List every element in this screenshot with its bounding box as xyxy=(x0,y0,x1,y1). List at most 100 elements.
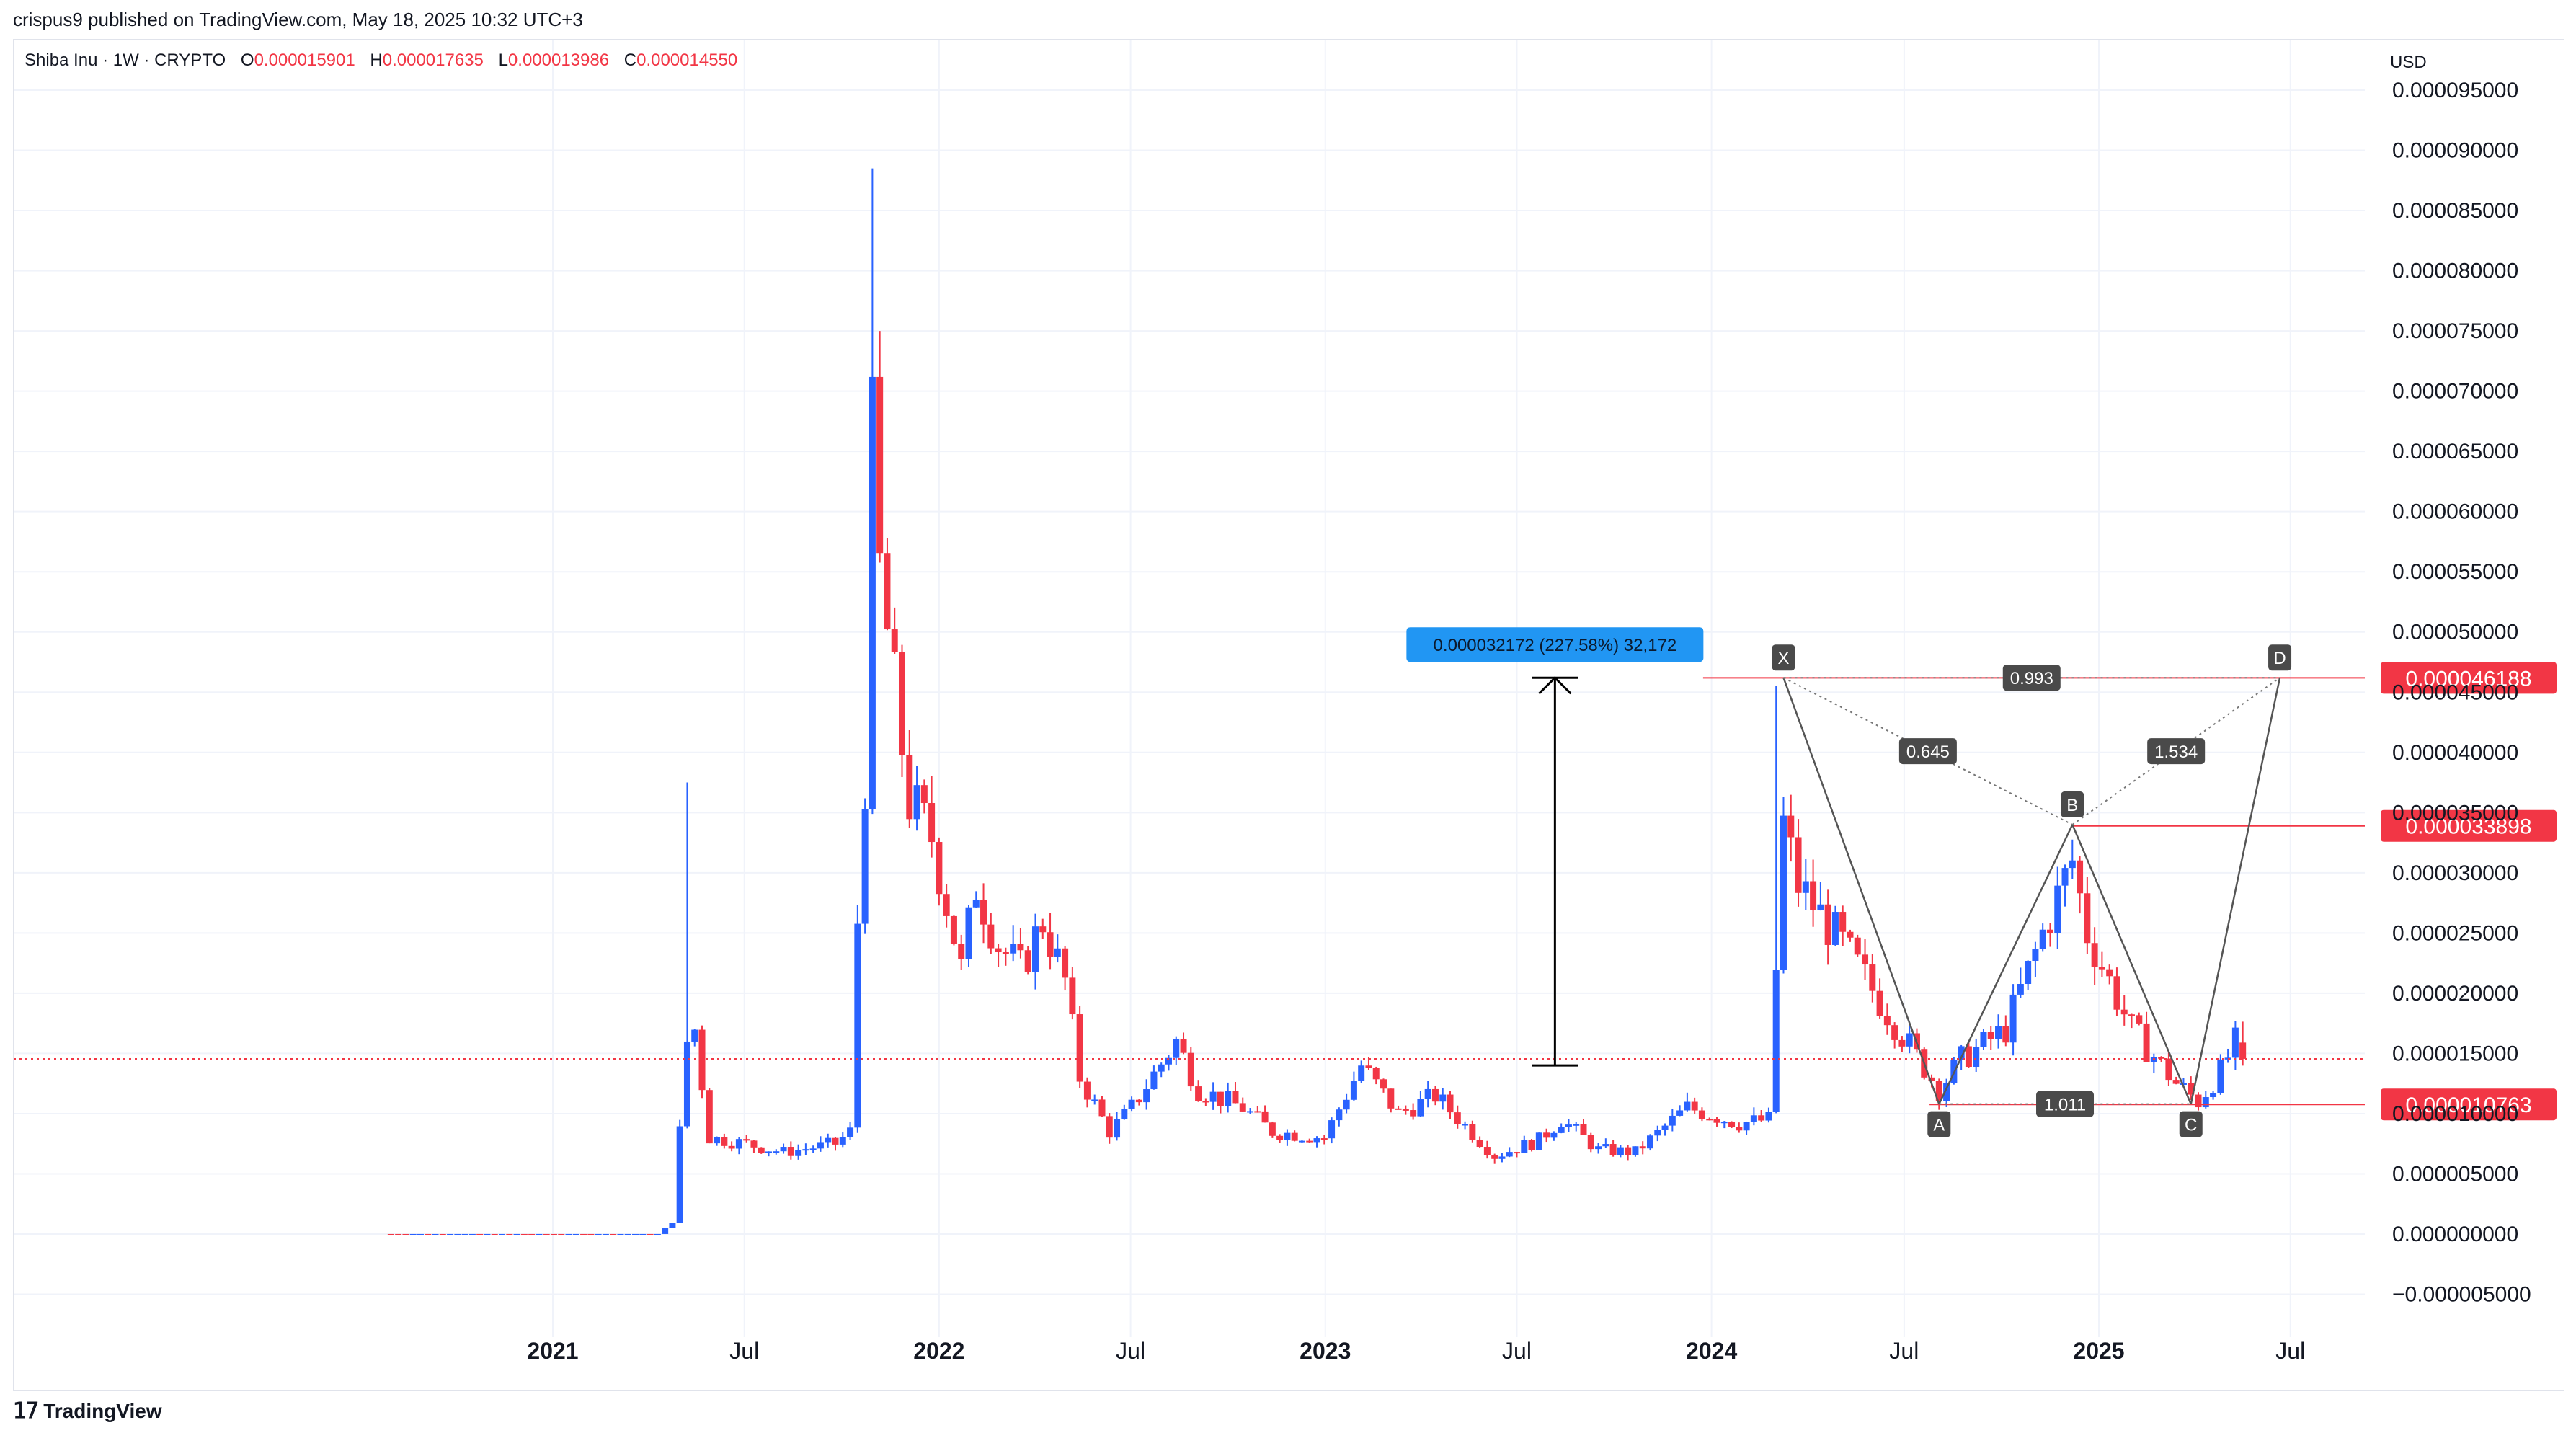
candle-body xyxy=(1180,1039,1187,1053)
x-tick-label: Jul xyxy=(1116,1338,1145,1364)
x-tick-label: 2022 xyxy=(913,1338,964,1364)
candle-body xyxy=(2143,1023,2150,1062)
candle-body xyxy=(580,1233,587,1235)
candle-body xyxy=(513,1233,520,1235)
candle-body xyxy=(1765,1112,1772,1121)
x-tick-label: Jul xyxy=(2275,1338,2305,1364)
candle-body xyxy=(1654,1130,1661,1136)
candle-body xyxy=(1550,1132,1558,1138)
low-label: L xyxy=(498,50,508,70)
candle-body xyxy=(987,924,995,949)
harmonic-ratio-label: 0.645 xyxy=(1906,742,1950,762)
candle-body xyxy=(1135,1099,1142,1103)
candle-body xyxy=(1165,1057,1172,1065)
y-tick-label: 0.000020000 xyxy=(2392,982,2518,1006)
candle-body xyxy=(1676,1110,1684,1116)
candle-body xyxy=(1728,1122,1736,1127)
candle-body xyxy=(2239,1042,2247,1059)
candle-body xyxy=(468,1233,476,1235)
candle-body xyxy=(735,1139,742,1149)
candle-body xyxy=(1447,1094,1454,1113)
candle-body xyxy=(1720,1122,1728,1124)
tradingview-brand[interactable]: 𝟣𝟩 TradingView xyxy=(13,1398,162,1424)
candle-body xyxy=(1543,1132,1550,1138)
grid-lines xyxy=(14,40,2365,1337)
candle-body xyxy=(1691,1101,1698,1111)
candle-body xyxy=(1320,1138,1328,1140)
candle-body xyxy=(1298,1140,1305,1143)
low-value: 0.000013986 xyxy=(507,50,610,70)
y-tick-label: 0.000085000 xyxy=(2392,199,2518,223)
candle-body xyxy=(2069,860,2076,869)
candle-body xyxy=(861,809,869,924)
candle-body xyxy=(1047,932,1054,957)
harmonic-ratio-badge xyxy=(2036,1091,2095,1117)
candle-body xyxy=(2195,1094,2202,1108)
candle-body xyxy=(721,1137,728,1146)
candle-body xyxy=(1958,1046,1965,1060)
candle-body xyxy=(2046,929,2053,933)
candle-body xyxy=(624,1233,631,1235)
high-value: 0.000017635 xyxy=(382,50,484,70)
candle-body xyxy=(950,915,957,944)
open-label: O xyxy=(240,50,254,70)
candle-body xyxy=(1209,1091,1217,1102)
candle-body xyxy=(1646,1135,1653,1149)
candle-body xyxy=(1247,1111,1254,1113)
candle-body xyxy=(1306,1140,1313,1143)
candle-body xyxy=(2165,1058,2172,1081)
x-tick-label: Jul xyxy=(1502,1338,1532,1364)
candle-body xyxy=(662,1228,669,1234)
harmonic-ratio-badge xyxy=(2147,738,2206,765)
candle-body xyxy=(1284,1132,1291,1140)
candle-body xyxy=(1847,931,1854,938)
symbol-legend: Shiba Inu · 1W · CRYPTO O0.000015901 H0.… xyxy=(25,50,737,71)
candle-body xyxy=(491,1233,498,1235)
harmonic-leg xyxy=(2190,677,2281,1104)
close-label: C xyxy=(623,50,637,70)
candle-body xyxy=(1521,1140,1528,1153)
y-tick-label: 0.000000000 xyxy=(2392,1223,2518,1246)
candle-body xyxy=(1795,837,1802,893)
candle-body xyxy=(2084,893,2091,944)
candle-body xyxy=(1661,1125,1669,1130)
x-tick-label: Jul xyxy=(1889,1338,1919,1364)
y-tick-label: 0.000030000 xyxy=(2392,861,2518,885)
candle-body xyxy=(1928,1077,1935,1081)
candle-body xyxy=(1698,1110,1705,1119)
y-tick-label: 0.000060000 xyxy=(2392,500,2518,524)
candle-body xyxy=(817,1142,824,1149)
harmonic-point-label: D xyxy=(2273,649,2286,668)
candle-body xyxy=(2210,1093,2217,1098)
candle-body xyxy=(2217,1059,2224,1093)
y-tick-label: 0.000015000 xyxy=(2392,1042,2518,1065)
y-tick-label: 0.000070000 xyxy=(2392,380,2518,404)
close-value: 0.000014550 xyxy=(636,50,738,70)
price-level-label: 0.000046188 xyxy=(2405,667,2531,691)
candle-body xyxy=(1225,1091,1232,1106)
candle-body xyxy=(2091,943,2098,968)
candle-body xyxy=(425,1233,432,1235)
tradingview-logo-icon: 𝟣𝟩 xyxy=(13,1399,39,1423)
candle-body xyxy=(2180,1083,2187,1085)
harmonic-ratio-badge xyxy=(1898,738,1957,765)
x-tick-label: 2024 xyxy=(1686,1338,1737,1364)
x-tick-label: 2021 xyxy=(527,1338,578,1364)
candle-body xyxy=(1514,1152,1521,1154)
candle-body xyxy=(1424,1088,1431,1099)
y-tick-label: 0.000040000 xyxy=(2392,741,2518,765)
candle-body xyxy=(1083,1081,1091,1100)
candle-body xyxy=(1106,1116,1113,1138)
candle-body xyxy=(1810,881,1817,910)
candle-body xyxy=(669,1223,676,1228)
price-chart[interactable]: 0.000046188 0.000033898 0.000010763 0.00003… xyxy=(14,40,2564,1390)
measure-arrow-icon xyxy=(1538,676,1572,695)
candle-body xyxy=(1114,1119,1121,1138)
currency-selector[interactable]: USD xyxy=(2379,49,2537,76)
y-tick-label: 0.000075000 xyxy=(2392,319,2518,343)
candle-body xyxy=(1128,1099,1135,1109)
symbol-name[interactable]: Shiba Inu · 1W · CRYPTO xyxy=(25,50,226,70)
harmonic-point-badge xyxy=(2179,1111,2203,1137)
candle-body xyxy=(1328,1120,1336,1139)
candle-body xyxy=(980,900,987,925)
